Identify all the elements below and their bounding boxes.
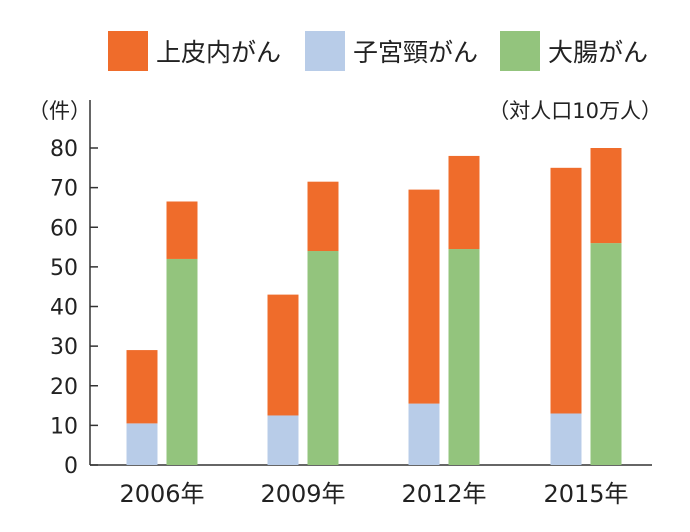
legend-swatch-carcinoma-in-situ xyxy=(108,31,148,71)
bar-carcinoma-in-situ-on-cervical xyxy=(126,350,158,424)
bar-colorectal-cancer xyxy=(307,251,339,465)
y-tick-label: 30 xyxy=(50,335,78,360)
y-tick-label: 40 xyxy=(50,296,78,321)
legend-item-carcinoma-in-situ: 上皮内がん xyxy=(108,30,281,72)
bar-cervical-cancer xyxy=(267,415,299,465)
y-axis-unit-label: （件） xyxy=(28,99,91,123)
x-category-label: 2012年 xyxy=(401,480,486,508)
legend-swatch-cervical-cancer xyxy=(305,31,345,71)
bar-carcinoma-in-situ-on-cervical xyxy=(267,294,299,416)
y-tick-label: 60 xyxy=(50,216,78,241)
bar-carcinoma-in-situ-on-colorectal xyxy=(307,181,339,252)
population-unit-note: （対人口10万人） xyxy=(488,99,662,123)
x-category-label: 2006年 xyxy=(119,480,204,508)
bar-colorectal-cancer xyxy=(590,243,622,465)
y-tick-label: 10 xyxy=(50,414,78,439)
x-category-label: 2009年 xyxy=(260,480,345,508)
bar-carcinoma-in-situ-on-colorectal xyxy=(448,155,480,250)
legend-swatch-colorectal-cancer xyxy=(500,31,540,71)
legend-label-cervical-cancer: 子宮頸がん xyxy=(353,38,479,67)
y-tick-label: 20 xyxy=(50,375,78,400)
bar-carcinoma-in-situ-on-colorectal xyxy=(590,148,622,244)
bar-cervical-cancer xyxy=(408,403,440,465)
legend-label-carcinoma-in-situ: 上皮内がん xyxy=(156,38,282,67)
legend: 上皮内がん 子宮頸がん 大腸がん xyxy=(0,30,690,72)
legend-item-cervical-cancer: 子宮頸がん xyxy=(305,30,478,72)
x-category-label: 2015年 xyxy=(543,480,628,508)
y-tick-label: 80 xyxy=(50,137,78,162)
bar-carcinoma-in-situ-on-cervical xyxy=(408,189,440,404)
bar-cervical-cancer xyxy=(550,413,582,465)
legend-label-colorectal-cancer: 大腸がん xyxy=(548,38,649,67)
legend-item-colorectal-cancer: 大腸がん xyxy=(500,30,648,72)
bar-colorectal-cancer xyxy=(166,258,198,465)
bar-colorectal-cancer xyxy=(448,249,480,465)
bar-carcinoma-in-situ-on-cervical xyxy=(550,167,582,414)
bar-cervical-cancer xyxy=(126,423,158,465)
y-tick-label: 0 xyxy=(64,454,78,479)
y-tick-label: 70 xyxy=(50,177,78,202)
y-tick-label: 50 xyxy=(50,256,78,281)
bar-carcinoma-in-situ-on-colorectal xyxy=(166,201,198,259)
